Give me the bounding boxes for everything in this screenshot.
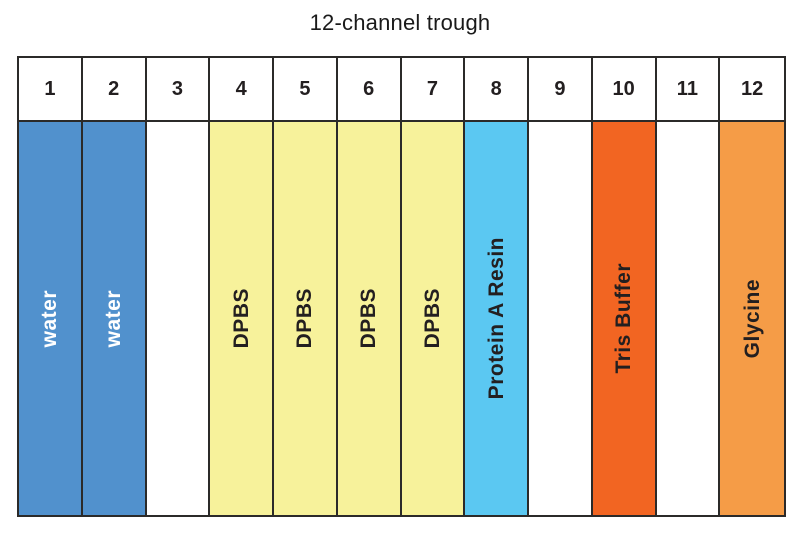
channel-header-2: 2 xyxy=(82,58,147,122)
channel-number: 12 xyxy=(741,77,764,100)
channel-label: Tris Buffer xyxy=(612,263,636,374)
channel-number: 1 xyxy=(44,77,56,100)
channel-label: Glycine xyxy=(740,278,764,359)
channel-number: 4 xyxy=(235,77,247,100)
channel-header-6: 6 xyxy=(337,58,402,122)
channel-well-8: Protein A Resin xyxy=(465,122,529,515)
channel-number: 5 xyxy=(299,77,311,100)
channel-well-9 xyxy=(529,122,593,515)
channel-header-11: 11 xyxy=(656,58,721,122)
channel-well-7: DPBS xyxy=(401,122,466,515)
channel-well-3 xyxy=(146,122,211,515)
diagram-title: 12-channel trough xyxy=(309,10,491,35)
channel-number: 9 xyxy=(554,77,566,100)
trough-grid: 1 2 3 4 5 6 7 8 9 10 11 12 water water DPBS DPBS DPBS DPB… xyxy=(17,56,786,517)
channel-number: 11 xyxy=(676,77,698,100)
channel-label: DPBS xyxy=(293,288,317,349)
channel-label: water xyxy=(102,289,126,348)
channel-well-1: water xyxy=(19,122,83,515)
channel-header-9: 9 xyxy=(529,58,593,122)
channel-number: 6 xyxy=(363,77,375,100)
channel-number: 8 xyxy=(490,77,502,100)
channel-label: DPBS xyxy=(357,288,381,349)
channel-label: Protein A Resin xyxy=(484,237,508,400)
channel-number: 10 xyxy=(612,77,635,100)
channel-well-11 xyxy=(656,122,721,515)
channel-well-2: water xyxy=(82,122,147,515)
channel-header-12: 12 xyxy=(720,58,784,122)
channel-header-3: 3 xyxy=(146,58,211,122)
channel-label: water xyxy=(38,289,62,348)
channel-label: DPBS xyxy=(229,288,253,349)
channel-header-1: 1 xyxy=(19,58,83,122)
channel-well-5: DPBS xyxy=(274,122,338,515)
channel-number: 7 xyxy=(426,77,438,100)
channel-number: 2 xyxy=(108,77,120,100)
channel-header-4: 4 xyxy=(210,58,274,122)
channel-header-10: 10 xyxy=(592,58,657,122)
channel-header-5: 5 xyxy=(274,58,338,122)
channel-header-8: 8 xyxy=(465,58,529,122)
channel-well-10: Tris Buffer xyxy=(592,122,657,515)
channel-header-7: 7 xyxy=(401,58,466,122)
channel-label: DPBS xyxy=(420,288,444,349)
channel-well-12: Glycine xyxy=(720,122,784,515)
channel-well-4: DPBS xyxy=(210,122,274,515)
channel-number: 3 xyxy=(171,77,183,100)
channel-well-6: DPBS xyxy=(337,122,402,515)
